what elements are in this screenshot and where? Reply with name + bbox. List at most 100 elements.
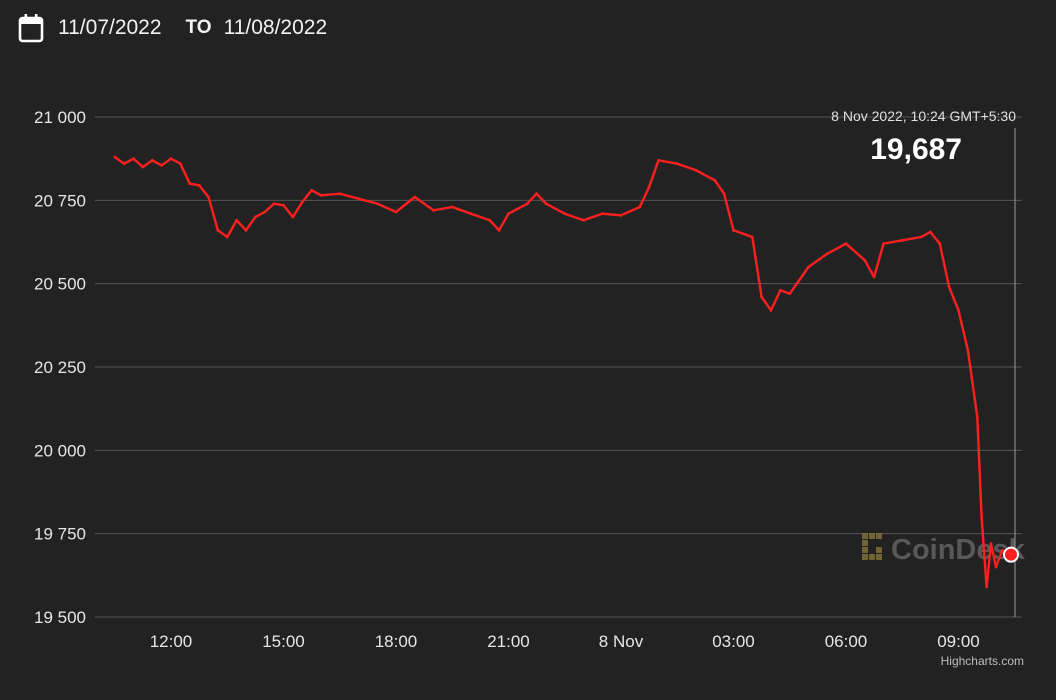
data-point	[938, 242, 942, 246]
from-date[interactable]: 11/07/2022	[58, 16, 162, 39]
data-point	[844, 242, 848, 246]
data-point	[863, 258, 867, 262]
data-point	[1000, 548, 1004, 552]
highcharts-credit[interactable]: Highcharts.com	[941, 654, 1024, 668]
x-tick-label: 8 Nov	[599, 632, 644, 651]
data-point	[825, 252, 829, 256]
data-point	[788, 292, 792, 296]
data-point	[207, 195, 210, 199]
data-point	[113, 155, 117, 159]
data-point	[872, 275, 876, 279]
data-point	[300, 200, 304, 204]
data-point	[900, 238, 904, 242]
data-point	[760, 295, 764, 299]
data-point	[272, 202, 276, 206]
highlight-marker[interactable]	[1003, 546, 1019, 563]
data-point	[713, 178, 717, 182]
data-point	[413, 195, 417, 199]
data-point	[122, 162, 126, 166]
y-tick-label: 20 000	[34, 441, 86, 460]
data-point	[282, 203, 285, 207]
data-point	[928, 230, 932, 234]
data-point	[132, 157, 135, 161]
data-points	[113, 155, 1013, 589]
data-point	[994, 565, 998, 569]
x-tick-label: 12:00	[150, 632, 193, 651]
data-point	[675, 162, 679, 166]
x-tick-label: 15:00	[262, 632, 305, 651]
data-point	[769, 308, 773, 312]
y-tick-label: 20 750	[34, 191, 86, 210]
data-point	[647, 185, 651, 189]
data-point	[197, 183, 201, 187]
y-axis-labels: 21 000 20 750 20 500 20 250 20 000 19 750 19 5…	[34, 108, 86, 627]
grid-lines	[95, 116, 1022, 618]
y-tick-label: 21 000	[34, 108, 86, 127]
data-point	[338, 192, 342, 196]
to-label: TO	[185, 17, 212, 38]
to-date[interactable]: 11/08/2022	[223, 16, 328, 39]
data-point	[310, 188, 314, 192]
data-point	[980, 515, 984, 519]
data-point	[450, 205, 454, 209]
data-point	[150, 158, 154, 162]
y-tick-label: 19 500	[34, 608, 86, 627]
data-point	[141, 165, 145, 169]
data-point	[235, 218, 239, 222]
data-point	[507, 212, 510, 216]
data-point	[732, 228, 735, 232]
data-point	[975, 415, 979, 419]
data-point	[160, 163, 164, 167]
data-point	[722, 192, 726, 196]
tooltip: 8 Nov 2022, 10:24 GMT+5:30 19,687	[831, 108, 1016, 166]
data-point	[497, 228, 501, 232]
data-point	[225, 235, 229, 239]
x-tick-label: 03:00	[712, 632, 755, 651]
y-tick-label: 20 250	[34, 358, 86, 377]
y-tick-label: 20 500	[34, 275, 86, 294]
data-point	[263, 210, 267, 214]
coindesk-watermark: CoinDesk	[862, 533, 1026, 566]
data-point	[582, 218, 585, 222]
x-tick-label: 21:00	[487, 632, 530, 651]
data-point	[216, 228, 220, 232]
x-axis-labels: 12:00 15:00 18:00 21:00 8 Nov 03:00 06:00 09:00	[150, 632, 980, 651]
data-point	[638, 205, 642, 209]
price-line	[114, 156, 1012, 589]
coindesk-logo-icon	[862, 533, 882, 560]
data-point	[469, 212, 473, 216]
data-point	[694, 168, 698, 172]
x-tick-label: 09:00	[937, 632, 980, 651]
data-point	[488, 218, 492, 222]
tooltip-value: 19,687	[870, 133, 962, 166]
data-point	[188, 182, 192, 186]
date-range-header: 11/07/2022 TO 11/08/2022	[18, 10, 327, 46]
data-point	[619, 213, 623, 217]
data-point	[253, 215, 257, 219]
data-point	[291, 215, 295, 219]
data-point	[985, 585, 989, 589]
data-point	[778, 288, 782, 292]
data-point	[525, 202, 529, 206]
x-tick-label: 18:00	[375, 632, 418, 651]
data-point	[657, 158, 660, 162]
y-tick-label: 19 750	[34, 525, 86, 544]
data-point	[544, 202, 548, 206]
data-point	[957, 308, 960, 312]
data-point	[244, 228, 248, 232]
data-point	[947, 285, 951, 289]
data-point	[178, 162, 182, 166]
data-point	[375, 202, 379, 206]
data-point	[319, 193, 323, 197]
data-point	[882, 242, 885, 246]
calendar-icon[interactable]	[18, 13, 44, 43]
data-point	[989, 542, 993, 546]
x-tick-label: 06:00	[825, 632, 868, 651]
data-point	[600, 212, 604, 216]
data-point	[432, 208, 435, 212]
data-point	[919, 235, 923, 239]
tooltip-time: 8 Nov 2022, 10:24 GMT+5:30	[831, 108, 1016, 124]
data-point	[357, 197, 360, 201]
data-point	[966, 348, 970, 352]
